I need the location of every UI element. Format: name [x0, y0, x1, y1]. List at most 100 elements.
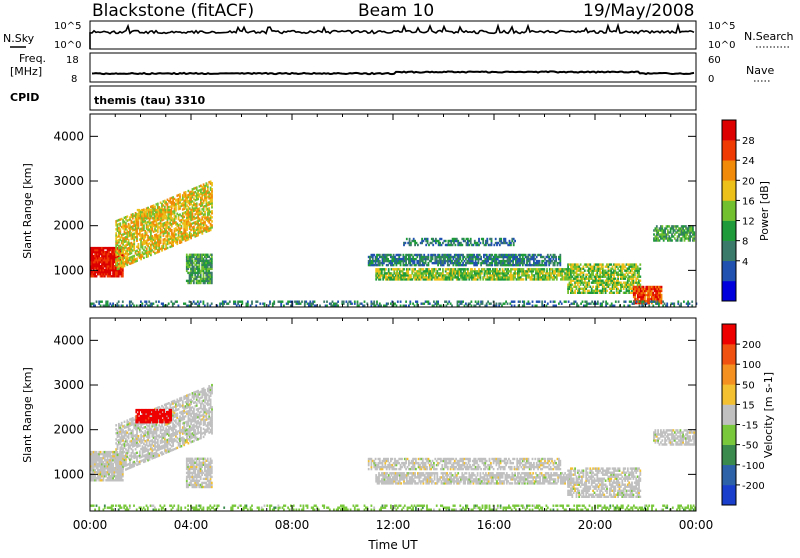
power-cell — [204, 221, 206, 223]
power-cell — [211, 303, 213, 305]
power-cell — [167, 203, 169, 205]
power-cell — [612, 266, 614, 268]
power-cell — [486, 238, 488, 240]
power-colorbar-swatch — [722, 160, 736, 180]
power-cell — [141, 303, 143, 305]
station-title: Blackstone (fitACF) — [92, 1, 254, 21]
power-cell — [559, 254, 561, 256]
power-cell — [118, 301, 120, 303]
power-cell — [400, 301, 402, 303]
power-cell — [471, 301, 473, 303]
power-cell — [122, 275, 124, 277]
power-colorbar-label: Power [dB] — [758, 181, 771, 241]
power-colorbar-tick-label: 20 — [742, 176, 755, 187]
power-cell — [406, 238, 408, 240]
power-cell — [204, 282, 206, 284]
power-cell — [529, 303, 531, 305]
power-cell — [387, 303, 389, 305]
power-cell — [183, 216, 185, 218]
power-cell — [146, 248, 148, 250]
power-cell — [677, 225, 679, 227]
power-cell — [482, 238, 484, 240]
power-cell — [592, 286, 594, 288]
power-cell — [693, 231, 695, 233]
power-cell — [234, 301, 236, 303]
power-cell — [155, 301, 157, 303]
power-cell — [490, 303, 492, 305]
power-cell — [550, 301, 552, 303]
power-cell — [541, 301, 543, 303]
nsky-tick-low: 10^0 — [54, 40, 81, 51]
power-cell — [400, 254, 402, 256]
freq-strip: Freq. [MHz] 18 8 60 0 Nave — [10, 52, 774, 85]
power-cell — [409, 238, 411, 240]
nsearch-tick-high: 10^5 — [708, 21, 735, 32]
power-cell — [691, 301, 693, 303]
power-cell — [373, 301, 375, 303]
power-cell — [112, 303, 114, 305]
power-cell — [584, 270, 586, 272]
power-cell — [125, 222, 127, 224]
power-cell — [343, 301, 345, 303]
power-cell — [455, 244, 457, 246]
power-cell — [546, 268, 548, 270]
power-cell — [673, 303, 675, 305]
power-cell — [175, 215, 177, 217]
power-cell — [122, 301, 124, 303]
power-cell — [639, 280, 641, 282]
power-cell — [198, 262, 200, 264]
power-cell — [480, 256, 482, 258]
power-cell — [314, 301, 316, 303]
power-cell — [636, 301, 638, 303]
power-cell — [269, 301, 271, 303]
power-cell — [677, 301, 679, 303]
power-cell — [181, 225, 183, 227]
power-cell — [481, 272, 483, 274]
power-cell — [376, 301, 378, 303]
power-cell — [409, 268, 411, 270]
power-cell — [496, 303, 498, 305]
power-cell — [625, 301, 627, 303]
power-cell — [539, 301, 541, 303]
power-cell — [661, 225, 663, 227]
power-cell — [405, 301, 407, 303]
power-cell — [576, 286, 578, 288]
power-cell — [211, 200, 213, 202]
freq-label: Freq. — [19, 52, 46, 65]
power-cell — [661, 294, 663, 296]
power-colorbar-tick-label: 8 — [742, 237, 748, 248]
power-colorbar-swatch — [722, 261, 736, 281]
power-cell — [692, 227, 694, 229]
power-cell — [196, 202, 198, 204]
nave-tick-high: 60 — [708, 55, 721, 66]
power-cell — [594, 266, 596, 268]
power-cell — [602, 301, 604, 303]
cpid-value: themis (tau) 3310 — [94, 94, 206, 107]
power-cell — [607, 303, 609, 305]
power-cell — [157, 203, 159, 205]
power-colorbar-tick-label: 12 — [742, 217, 755, 228]
velocity-cell — [96, 479, 98, 481]
velocity-heatmap-cells — [90, 384, 696, 511]
power-cell — [668, 225, 670, 227]
power-cell — [613, 292, 615, 294]
power-cell — [211, 216, 213, 218]
power-heatmap-cells — [90, 181, 697, 307]
power-cell — [561, 303, 563, 305]
power-cell — [193, 282, 195, 284]
power-cell — [200, 282, 202, 284]
power-cell — [168, 232, 170, 234]
power-cell — [417, 244, 419, 246]
power-cell — [96, 275, 98, 277]
power-cell — [161, 249, 163, 251]
power-cell — [602, 266, 604, 268]
power-cell — [523, 258, 525, 260]
power-colorbar-tick-label: 24 — [742, 156, 755, 167]
power-cell — [128, 239, 130, 241]
power-cell — [478, 301, 480, 303]
cpid-label: CPID — [10, 91, 39, 104]
power-cell — [500, 238, 502, 240]
power-cell — [514, 240, 516, 242]
power-cell — [143, 225, 145, 227]
